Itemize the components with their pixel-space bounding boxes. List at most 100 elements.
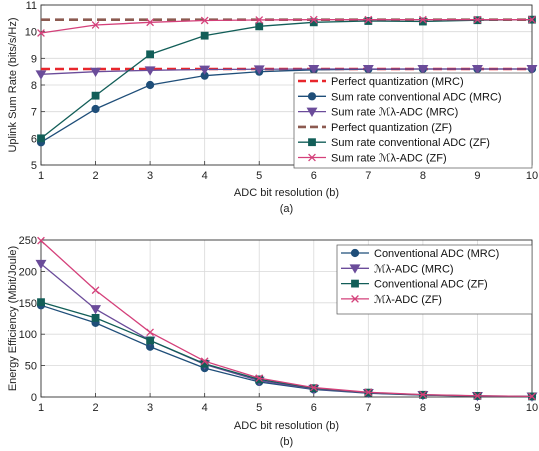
chart-b-data-point	[90, 305, 102, 315]
chart-b-xtick-label: 8	[420, 402, 426, 414]
chart-a-legend-marker	[306, 107, 318, 117]
chart-a-legend-marker	[307, 92, 317, 101]
chart-b-data-point	[146, 328, 154, 337]
chart-b-xtick-label: 7	[365, 402, 371, 414]
chart-a-data-point	[199, 65, 211, 75]
chart-a-xlabel: ADC bit resolution (b)	[234, 187, 339, 199]
chart-b-legend-marker	[351, 279, 359, 288]
chart-b-legend-label: ℳλ-ADC (MRC)	[374, 263, 454, 275]
chart-b-ytick-label: 0	[31, 392, 37, 404]
chart-a-data-point	[144, 66, 156, 76]
chart-a-legend-marker	[308, 153, 316, 162]
chart-b-xtick-label: 5	[256, 402, 262, 414]
chart-a-ytick-label: 10	[25, 27, 37, 39]
chart-a-data-point	[471, 65, 483, 75]
chart-a-data-point	[90, 67, 102, 78]
chart-b-ytick-label: 200	[19, 266, 37, 278]
chart-b-data-point	[419, 390, 427, 399]
chart-a-tick-labels: 1 2 3 4 5 6 7 8 9 10 5 6 7 8 9 10 11	[25, 0, 538, 182]
chart-b-legend-marker	[351, 295, 359, 303]
chart-a-data-point	[418, 17, 427, 26]
chart-a-data-point	[528, 15, 536, 24]
chart-a-legend-label: Perfect quantization (ZF)	[331, 122, 452, 134]
chart-b-xtick-label: 6	[311, 402, 317, 414]
chart-a-series-line	[40, 19, 532, 34]
chart-b-legend-marker	[349, 264, 361, 274]
chart-b-ytick-label: 50	[25, 361, 37, 373]
chart-a-legend-label: Sum rate conventional ADC (MRC)	[331, 91, 502, 103]
chart-a-legend-label: Sum rate ℳλ-ADC (ZF)	[331, 153, 447, 165]
chart-a-xtick-label: 7	[365, 170, 371, 182]
chart-b-series-line	[40, 240, 533, 398]
chart-b-data-point	[255, 375, 264, 384]
chart-a-xtick-label: 5	[256, 170, 262, 182]
chart-a-legend-entry: Perfect quantization (ZF)	[298, 122, 452, 134]
chart-a-legend-marker	[308, 138, 316, 147]
chart-b-data-point	[35, 259, 47, 270]
chart-a-data-point	[146, 50, 155, 59]
chart-b-legend-entry: ℳλ-ADC (ZF)	[341, 294, 442, 306]
chart-a-data-point	[362, 65, 374, 75]
chart-b-legend-entry: ℳλ-ADC (MRC)	[341, 263, 454, 275]
chart-a-series-2	[35, 65, 538, 80]
chart-b-data-point	[37, 236, 45, 245]
chart-b-legend-entry: Conventional ADC (MRC)	[341, 248, 499, 260]
chart-a-data-point	[91, 104, 100, 114]
chart-a-data-point	[200, 16, 209, 25]
chart-a-xtick-label: 2	[92, 170, 98, 182]
chart-b-ytick-label: 150	[19, 298, 37, 310]
chart-a-data-point	[364, 17, 373, 25]
chart-a-data-point	[473, 15, 482, 24]
chart-a-legend-entry: Sum rate ℳλ-ADC (MRC)	[298, 107, 458, 119]
chart-b-data-point	[528, 392, 536, 401]
chart-b-xtick-label: 3	[147, 402, 153, 414]
chart-a-data-point	[419, 15, 427, 24]
chart-a-xtick-label: 3	[147, 170, 153, 182]
chart-a-data-point	[146, 18, 154, 27]
chart-b-xtick-label: 10	[526, 402, 538, 414]
chart-a-legend-entry: Perfect quantization (MRC)	[298, 76, 464, 88]
chart-b-data-point	[146, 336, 155, 345]
chart-a-series-line	[40, 19, 533, 139]
chart-b-legend-label: Conventional ADC (ZF)	[374, 279, 488, 291]
chart-a-data-point	[255, 22, 264, 31]
chart-a-xtick-label: 4	[202, 170, 208, 182]
chart-a-xtick-label: 10	[526, 170, 538, 182]
chart-b-legend-box	[336, 244, 533, 315]
chart-a-data-point	[308, 65, 320, 75]
chart-a-legend-entry: Sum rate conventional ADC (MRC)	[298, 91, 502, 103]
chart-a-legend-label: Perfect quantization (MRC)	[331, 76, 464, 88]
chart-a-legend-entry: Sum rate conventional ADC (ZF)	[298, 137, 490, 149]
chart-b-series-3	[37, 236, 536, 401]
chart-b-xtick-label: 4	[202, 402, 208, 414]
chart-b-legend-marker	[350, 248, 360, 258]
chart-a-ytick-label: 9	[31, 53, 37, 65]
chart-b-data-point	[200, 357, 209, 366]
chart-b-data-point	[309, 383, 318, 392]
chart-b-legend-label: ℳλ-ADC (ZF)	[374, 294, 442, 306]
chart-b-xtick-label: 9	[474, 402, 480, 414]
chart-b-legend-label: Conventional ADC (MRC)	[374, 248, 499, 260]
chart-a-ytick-label: 7	[31, 107, 37, 119]
chart-b-data-point	[473, 391, 482, 400]
chart-a-legend-label: Sum rate ℳλ-ADC (MRC)	[331, 107, 458, 119]
chart-a-xtick-label: 9	[474, 170, 480, 182]
chart-b-caption: (b)	[280, 436, 293, 448]
chart-a-data-point	[526, 65, 538, 75]
chart-b-data-point	[255, 374, 264, 383]
chart-a-ytick-label: 5	[31, 160, 37, 172]
chart-b-data-point	[364, 388, 373, 397]
chart-b-legend-entry: Conventional ADC (ZF)	[341, 279, 488, 291]
chart-a-series	[35, 15, 538, 147]
chart-a-data-point	[35, 70, 47, 80]
chart-a-data-point	[37, 134, 45, 143]
chart-b-ylabel: Energy Efficiency (Mbit/Joule)	[7, 246, 19, 391]
chart-a-caption: (a)	[280, 203, 293, 215]
chart-b-data-point	[91, 286, 100, 295]
chart-a-data-point	[200, 31, 209, 40]
chart-a-data-point	[417, 65, 429, 75]
chart-a-series-line	[40, 68, 532, 75]
